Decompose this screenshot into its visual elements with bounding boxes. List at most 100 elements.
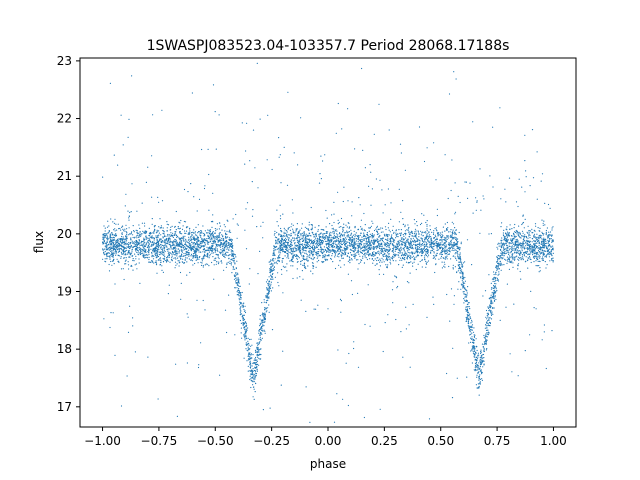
data-point bbox=[209, 255, 211, 257]
data-point bbox=[141, 250, 143, 252]
data-point bbox=[551, 229, 553, 231]
data-point bbox=[273, 253, 276, 255]
data-point bbox=[210, 221, 213, 223]
data-point bbox=[108, 270, 111, 272]
data-point bbox=[316, 239, 318, 241]
data-point bbox=[318, 238, 320, 241]
data-point bbox=[258, 342, 260, 345]
data-point bbox=[384, 238, 387, 240]
data-point bbox=[381, 247, 383, 249]
data-point bbox=[145, 231, 147, 234]
data-point bbox=[480, 356, 482, 358]
data-point bbox=[531, 241, 533, 243]
data-point bbox=[220, 249, 222, 251]
data-point bbox=[507, 251, 509, 253]
data-point bbox=[329, 246, 331, 248]
data-point bbox=[544, 202, 546, 204]
data-point bbox=[426, 316, 428, 318]
data-point bbox=[432, 257, 434, 259]
data-point bbox=[267, 294, 269, 296]
data-point bbox=[240, 322, 242, 324]
data-point bbox=[508, 177, 511, 179]
data-point bbox=[481, 379, 483, 381]
data-point bbox=[328, 254, 330, 256]
data-point bbox=[357, 234, 359, 237]
data-point bbox=[335, 237, 337, 239]
data-point bbox=[379, 258, 381, 260]
data-point bbox=[453, 249, 455, 252]
data-point bbox=[476, 376, 478, 378]
data-point bbox=[526, 240, 529, 242]
data-point bbox=[475, 384, 477, 386]
data-point bbox=[452, 246, 454, 248]
data-point bbox=[459, 272, 461, 274]
data-point bbox=[501, 254, 503, 256]
data-point bbox=[515, 256, 517, 258]
data-point bbox=[195, 238, 197, 240]
data-point bbox=[330, 240, 333, 242]
data-point bbox=[275, 240, 277, 242]
data-point bbox=[503, 246, 505, 248]
data-point bbox=[541, 241, 543, 244]
data-point bbox=[250, 345, 252, 347]
data-point bbox=[462, 278, 464, 280]
data-point bbox=[140, 233, 142, 235]
data-point bbox=[314, 247, 316, 249]
data-point bbox=[277, 260, 279, 262]
data-point bbox=[188, 253, 190, 255]
data-point bbox=[167, 224, 170, 226]
data-point bbox=[516, 231, 518, 233]
data-point bbox=[217, 263, 220, 265]
data-point bbox=[500, 269, 502, 271]
data-point bbox=[152, 114, 154, 116]
data-point bbox=[462, 286, 465, 288]
data-point bbox=[317, 251, 320, 253]
data-point bbox=[124, 238, 127, 240]
data-point bbox=[543, 252, 545, 254]
data-point bbox=[407, 251, 409, 254]
data-point bbox=[290, 253, 293, 255]
data-point bbox=[520, 278, 522, 280]
data-point bbox=[280, 227, 282, 230]
data-point bbox=[130, 233, 132, 235]
data-point bbox=[253, 388, 255, 390]
data-point bbox=[470, 350, 472, 352]
data-point bbox=[153, 251, 155, 253]
data-point bbox=[318, 182, 321, 184]
data-point bbox=[296, 277, 298, 279]
data-point bbox=[297, 240, 299, 242]
data-point bbox=[469, 334, 471, 336]
data-point bbox=[413, 233, 415, 235]
data-point bbox=[403, 243, 405, 245]
data-point bbox=[116, 258, 118, 260]
data-point bbox=[377, 241, 379, 243]
data-point bbox=[468, 342, 470, 344]
data-point bbox=[250, 358, 252, 360]
data-point bbox=[339, 250, 342, 252]
data-point bbox=[394, 245, 396, 247]
data-point bbox=[249, 356, 251, 358]
data-point bbox=[465, 320, 468, 322]
data-point bbox=[271, 276, 273, 278]
data-point bbox=[293, 152, 295, 154]
data-point bbox=[230, 243, 232, 245]
data-point bbox=[184, 246, 186, 248]
data-point bbox=[388, 253, 390, 255]
data-point bbox=[218, 261, 220, 263]
data-point bbox=[532, 177, 535, 179]
data-point bbox=[142, 230, 144, 232]
data-point bbox=[506, 248, 508, 250]
data-point bbox=[279, 249, 281, 251]
data-point bbox=[302, 278, 304, 280]
data-point bbox=[216, 238, 219, 240]
data-point bbox=[508, 243, 510, 245]
data-point bbox=[295, 245, 297, 247]
data-point bbox=[418, 246, 421, 248]
data-point bbox=[378, 243, 380, 245]
data-point bbox=[404, 259, 406, 261]
data-point bbox=[501, 239, 503, 241]
data-point bbox=[252, 209, 254, 211]
data-point bbox=[345, 224, 347, 226]
data-point bbox=[209, 231, 211, 233]
data-point bbox=[139, 246, 141, 248]
